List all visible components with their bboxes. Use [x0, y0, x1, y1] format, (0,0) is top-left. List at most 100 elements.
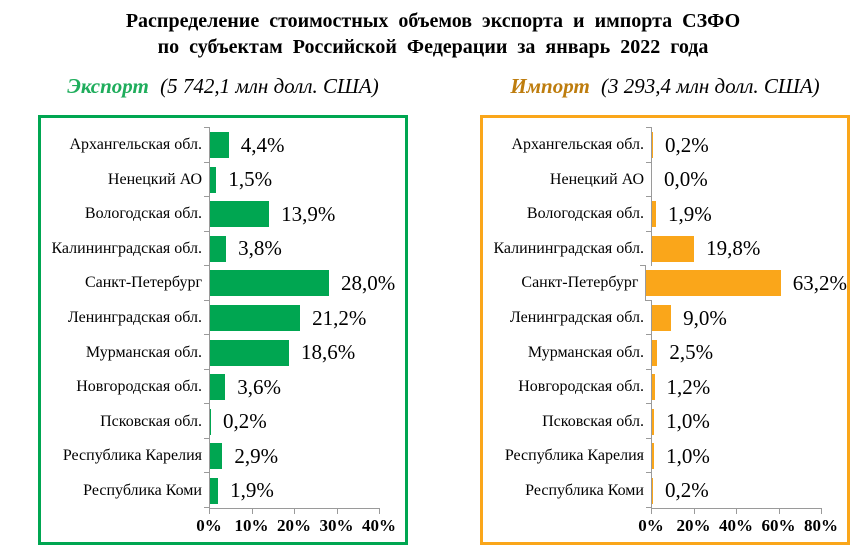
- charts-row: Архангельская обл. 4,4% Ненецкий АО 1,5% Вол…: [0, 115, 866, 545]
- x-axis: 0% 20% 40% 60% 80%: [638, 508, 847, 538]
- bar-import-3: [652, 235, 695, 262]
- chart-rows: Архангельская обл. 4,4% Ненецкий АО 1,5% Вол…: [41, 127, 405, 509]
- bar-plot: 3,6%: [204, 368, 405, 405]
- bar-export-7: [210, 374, 226, 401]
- value-label: 13,9%: [281, 201, 336, 226]
- bar-plot: 9,0%: [646, 299, 847, 336]
- export-chart: Архангельская обл. 4,4% Ненецкий АО 1,5% Вол…: [38, 115, 408, 545]
- x-axis: 0% 10% 20% 30% 40%: [196, 508, 405, 538]
- category-label: Ленинградская обл.: [67, 309, 202, 326]
- x-axis-tick: [294, 508, 295, 514]
- value-label: 2,9%: [234, 443, 279, 468]
- value-label: 1,9%: [230, 478, 274, 503]
- chart-row: Калининградская обл. 3,8%: [41, 230, 405, 267]
- bar-plot: 1,9%: [646, 196, 847, 232]
- value-label: 0,2%: [665, 478, 709, 503]
- category-label: Республика Коми: [525, 481, 644, 499]
- bar-import-6: [652, 339, 658, 366]
- export-subtitle: Экспорт (5 742,1 млн долл. США): [38, 74, 408, 99]
- x-axis-tick-label: 60%: [761, 516, 796, 535]
- bar-plot: 2,9%: [204, 437, 405, 474]
- bar-plot: 4,4%: [204, 127, 405, 163]
- import-subtitle: Импорт (3 293,4 млн долл. США): [480, 74, 850, 99]
- value-label: 19,8%: [706, 236, 761, 261]
- subtitle-row: Экспорт (5 742,1 млн долл. США) Импорт (…: [0, 74, 866, 99]
- x-axis-tick-label: 30%: [319, 516, 354, 535]
- category-label: Вологодская обл.: [84, 205, 202, 223]
- x-axis-tick-label: 40%: [362, 516, 396, 535]
- chart-row: Республика Коми 0,2%: [483, 472, 847, 509]
- category-label: Псковская обл.: [542, 412, 644, 430]
- bar-plot: 0,2%: [204, 403, 405, 439]
- export-subtitle-name: Экспорт: [67, 74, 149, 98]
- bar-plot: 18,6%: [204, 334, 405, 370]
- bar-export-1: [210, 166, 217, 193]
- bar-import-5: [652, 305, 672, 331]
- bar-import-9: [652, 443, 655, 470]
- category-label: Ненецкий АО: [549, 170, 644, 188]
- x-axis-tick: [736, 508, 737, 514]
- x-axis-tick: [778, 508, 780, 514]
- chart-row: Вологодская обл. 13,9%: [41, 196, 405, 232]
- chart-row: Республика Карелия 1,0%: [483, 437, 847, 474]
- bar-plot: 1,0%: [646, 437, 847, 474]
- value-label: 1,5%: [228, 167, 273, 192]
- bar-plot: 21,2%: [204, 299, 405, 336]
- x-axis-tick-label: 0%: [196, 516, 222, 535]
- export-subtitle-amount: (5 742,1 млн долл. США): [160, 74, 379, 98]
- category-label: Республика Коми: [83, 481, 202, 499]
- chart-row: Псковская обл. 0,2%: [41, 403, 405, 439]
- bar-plot: 13,9%: [204, 196, 405, 232]
- category-label: Мурманская обл.: [527, 343, 644, 361]
- value-label: 28,0%: [341, 270, 396, 295]
- bar-import-10: [652, 477, 653, 504]
- bar-plot: 0,0%: [646, 161, 847, 198]
- category-label: Архангельская обл.: [511, 136, 644, 154]
- bar-import-0: [652, 132, 653, 159]
- chart-row: Санкт-Петербург 28,0%: [41, 265, 405, 301]
- chart-row: Архангельская обл. 0,2%: [483, 127, 847, 163]
- x-axis-tick: [209, 508, 210, 514]
- chart-row: Архангельская обл. 4,4%: [41, 127, 405, 163]
- figure-title-line1: Распределение стоимостных объемов экспор…: [125, 10, 741, 32]
- bar-plot: 0,2%: [646, 127, 847, 163]
- chart-row: Вологодская обл. 1,9%: [483, 196, 847, 232]
- value-label: 1,2%: [666, 374, 711, 399]
- category-label: Калининградская обл.: [493, 239, 644, 257]
- chart-row: Новгородская обл. 3,6%: [41, 368, 405, 405]
- chart-row: Ленинградская обл. 21,2%: [41, 299, 405, 336]
- category-label: Псковская обл.: [100, 412, 202, 430]
- category-label: Новгородская обл.: [76, 378, 202, 396]
- bar-export-4: [210, 270, 329, 297]
- x-axis-tick-label: 20%: [676, 516, 711, 535]
- category-label: Калининградская обл.: [51, 239, 202, 257]
- bar-import-4: [646, 270, 781, 297]
- bar-export-3: [210, 235, 227, 262]
- value-label: 3,6%: [237, 374, 282, 399]
- bar-plot: 3,8%: [204, 230, 405, 267]
- x-axis-tick: [651, 508, 652, 514]
- x-axis-tick: [379, 508, 380, 514]
- value-label: 3,8%: [238, 236, 282, 261]
- chart-row: Республика Карелия 2,9%: [41, 437, 405, 474]
- x-axis-tick: [693, 508, 695, 514]
- value-label: 0,0%: [664, 167, 708, 192]
- import-subtitle-name: Импорт: [510, 74, 590, 98]
- import-chart: Архангельская обл. 0,2% Ненецкий АО 0,0% Вол…: [480, 115, 850, 545]
- bar-export-8: [210, 408, 211, 435]
- chart-row: Республика Коми 1,9%: [41, 472, 405, 509]
- value-label: 9,0%: [683, 305, 727, 330]
- x-axis-tick-label: 10%: [234, 516, 269, 535]
- x-axis-tick: [821, 508, 822, 514]
- bar-plot: 63,2%: [640, 265, 847, 301]
- chart-row: Ненецкий АО 1,5%: [41, 161, 405, 198]
- import-subtitle-amount: (3 293,4 млн долл. США): [601, 74, 820, 98]
- x-axis-tick-label: 80%: [804, 516, 838, 535]
- chart-row: Новгородская обл. 1,2%: [483, 368, 847, 405]
- chart-rows: Архангельская обл. 0,2% Ненецкий АО 0,0% Вол…: [483, 127, 847, 509]
- bar-import-2: [652, 201, 657, 228]
- bar-plot: 0,2%: [646, 472, 847, 509]
- category-label: Санкт-Петербург: [521, 274, 639, 292]
- value-label: 1,0%: [666, 443, 710, 468]
- chart-row: Мурманская обл. 2,5%: [483, 334, 847, 370]
